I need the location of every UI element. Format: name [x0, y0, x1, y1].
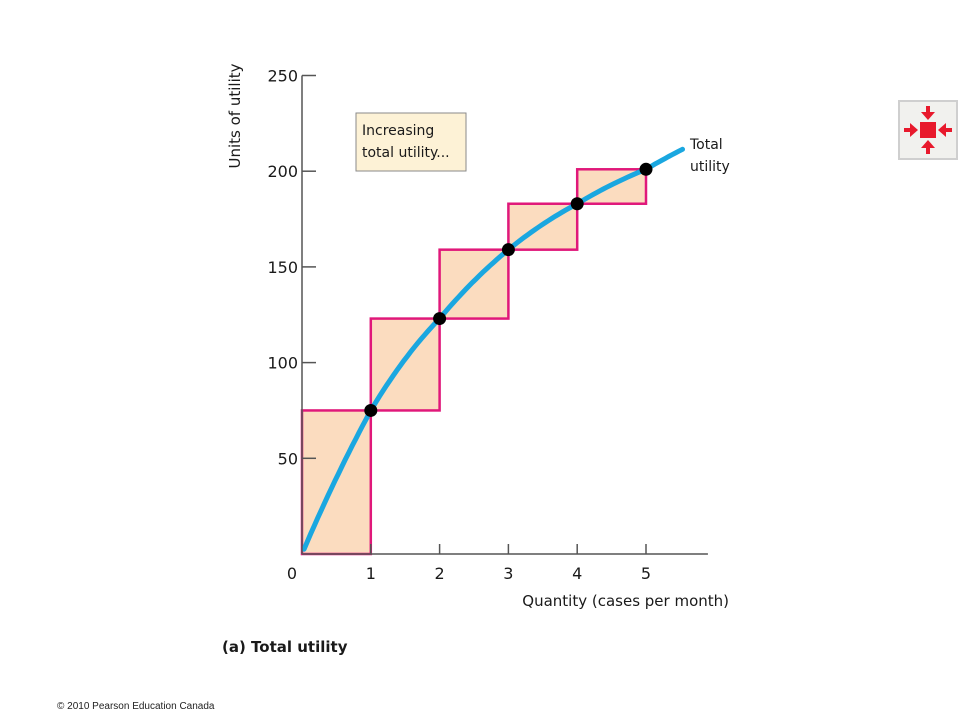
series-label-line-1: Total [689, 137, 723, 153]
x-tick-label-3: 3 [503, 564, 513, 583]
utility-point-5 [639, 162, 653, 176]
y-axis-title: Units of utility [226, 63, 244, 168]
panel-label: (a) Total utility [222, 638, 348, 656]
y-tick-labels: 50 100 150 200 250 [267, 67, 298, 469]
y-tick-label-200: 200 [267, 162, 298, 181]
y-tick-label-250: 250 [267, 67, 298, 86]
expand-button[interactable] [898, 100, 958, 160]
axes [301, 74, 708, 555]
utility-point-1 [364, 403, 378, 417]
callout-line-2: total utility... [362, 145, 450, 161]
x-tick-label-5: 5 [641, 564, 651, 583]
x-tick-label-4: 4 [572, 564, 582, 583]
x-tick-label-1: 1 [366, 564, 376, 583]
utility-points [364, 162, 653, 417]
callout-line-1: Increasing [362, 123, 434, 139]
x-tick-labels: 0 1 2 3 4 5 [287, 564, 651, 583]
expand-arrows-icon [904, 106, 952, 154]
y-tick-label-150: 150 [267, 258, 298, 277]
total-utility-curve [301, 146, 685, 552]
copyright-notice: © 2010 Pearson Education Canada [57, 701, 215, 712]
y-tick-label-100: 100 [267, 354, 298, 373]
utility-steps [300, 168, 648, 556]
x-tick-label-2: 2 [435, 564, 445, 583]
utility-point-4 [570, 197, 584, 211]
utility-point-2 [433, 312, 447, 326]
y-tick-label-50: 50 [278, 449, 298, 468]
x-tick-label-0: 0 [287, 564, 297, 583]
x-axis-title: Quantity (cases per month) [522, 592, 729, 610]
series-label-line-2: utility [690, 159, 730, 175]
callout-box: Increasing total utility... [355, 112, 467, 172]
utility-point-3 [501, 243, 515, 257]
